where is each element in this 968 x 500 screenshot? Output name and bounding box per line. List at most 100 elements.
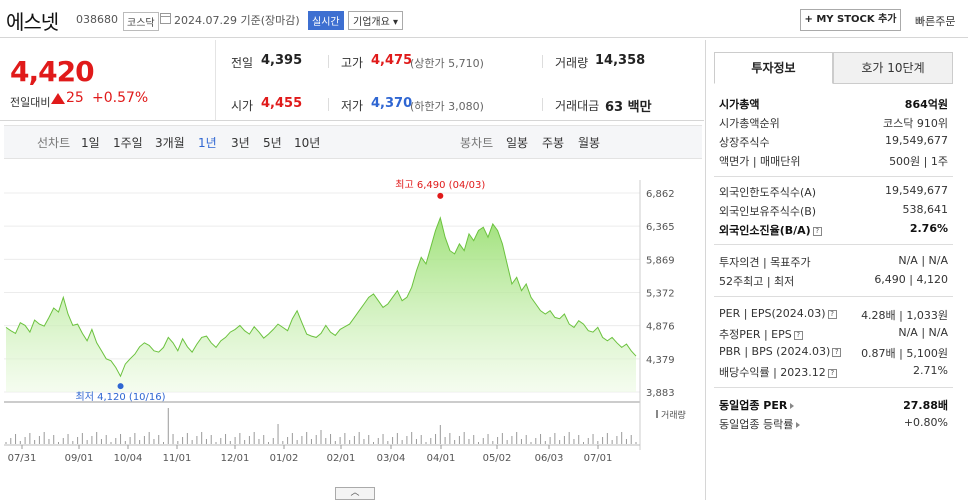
volume-bar [473,435,475,444]
volume-bar [15,434,17,444]
period-10y[interactable]: 10년 [294,136,321,150]
volume-bar [454,440,456,444]
low-value: 4,370 [371,96,413,111]
add-my-stock-button[interactable]: + MY STOCK 추가 [800,9,901,31]
divider [542,55,543,68]
min-point [117,383,124,390]
info-key: 투자의견 | 목표주가 [719,256,811,269]
volume-bar [511,436,513,444]
group-market-cap: 시가총액 864억원 시가총액순위 코스닥 910위 상장주식수 19,549,677 액면… [714,92,953,177]
divider [215,40,216,120]
volume-bar [635,442,637,444]
volume-bar [420,435,422,444]
volume-bar [62,438,64,444]
volume-bar [38,436,40,444]
x-tick-label: 12/01 [221,453,250,464]
period-1y[interactable]: 1년 [198,136,217,150]
volume-bar [124,441,126,444]
volume-bar [282,441,284,444]
caret-right-icon[interactable] [790,403,795,409]
y-tick-label: 6,365 [646,222,675,233]
x-tick-label: 03/04 [377,453,406,464]
volume-bar [110,442,112,444]
high-label: 고가 [341,56,364,70]
x-tick-label: 10/04 [114,453,143,464]
x-tick-label: 04/01 [427,453,456,464]
stock-code: 038680 [76,13,118,26]
change-rate: +0.57% [92,90,149,106]
help-icon[interactable]: ? [827,309,837,319]
volume-bar [53,435,55,444]
volume-bar [177,441,179,444]
volume-bar [67,434,69,444]
volume-bar [91,436,93,444]
prev-close-value: 4,395 [261,53,303,68]
volume-bar [334,441,336,444]
volume-bar [196,436,198,444]
volume-bar [120,434,122,444]
volume-bar [444,437,446,444]
realtime-button[interactable]: 실시간 [308,11,344,30]
info-row: 외국인소진율(B/A)? 2.76% [719,222,948,240]
volume-bar [229,441,231,444]
info-value: 19,549,677 [885,184,948,197]
volume-bar [339,437,341,444]
high-value: 4,475 [371,53,413,68]
volume-bar [458,436,460,444]
volume-bar [525,435,527,444]
volume-bar [530,442,532,444]
y-tick-label: 5,869 [646,255,675,266]
tab-orderbook[interactable]: 호가 10단계 [833,52,953,84]
help-icon[interactable]: ? [793,330,803,340]
volume-bar [506,440,508,444]
volume-bar [573,439,575,444]
max-label: 최고 6,490 (04/03) [395,179,485,191]
volume-bar [468,439,470,444]
info-row: 시가총액순위 코스닥 910위 [719,115,948,133]
info-row: 동일업종 PER 27.88배 [719,397,948,415]
volume-bar [153,439,155,444]
collapse-chart-button[interactable]: ︿ [335,487,375,500]
volume-bar [24,437,26,444]
period-1d[interactable]: 1일 [81,136,100,150]
volume-bar [625,439,627,444]
tab-invest-info[interactable]: 투자정보 [714,52,833,84]
help-icon[interactable]: ? [832,347,842,357]
volume-bar [520,439,522,444]
candle-weekly[interactable]: 주봉 [542,136,565,150]
company-overview-button[interactable]: 기업개요 ▾ [348,11,403,30]
volume-bar [463,432,465,444]
volume-bar [253,432,255,444]
caret-right-icon[interactable] [796,422,801,428]
volume-bar [568,432,570,444]
volume-bar [139,440,141,444]
help-icon[interactable]: ? [827,368,837,378]
period-5y[interactable]: 5년 [263,136,282,150]
quick-order-link[interactable]: 빠른주문 [915,15,956,28]
info-value: 538,641 [902,203,949,216]
volume-bar [163,442,164,444]
group-foreign: 외국인한도주식수(A) 19,549,677 외국인보유주식수(B) 538,641 외… [714,180,953,245]
period-3m[interactable]: 3개월 [155,136,185,150]
volume-bar [592,434,594,444]
candle-monthly[interactable]: 월봉 [578,136,601,150]
price-chart[interactable]: 6,862 6,365 5,869 5,372 4,876 4,379 3,883 최고 6… [0,160,704,500]
period-3y[interactable]: 3년 [231,136,250,150]
volume-bar [396,433,398,444]
period-1w[interactable]: 1주일 [113,136,143,150]
candle-daily[interactable]: 일봉 [506,136,529,150]
volume-label: 거래량 [555,56,589,70]
change-value: 25 [66,90,84,106]
info-value: 0.87배 | 5,100원 [861,347,948,360]
volume-bar [540,434,542,444]
y-tick-label: 4,379 [646,355,675,366]
market-badge: 코스닥 [123,12,159,31]
volume-bar [48,439,50,444]
info-value: N/A | N/A [898,254,948,267]
info-value: +0.80% [903,416,948,429]
max-point [437,192,444,199]
volume-legend-icon [656,410,658,418]
info-row: 상장주식수 19,549,677 [719,134,948,152]
help-icon[interactable]: ? [812,226,822,236]
change-label: 전일대비 [10,96,51,109]
